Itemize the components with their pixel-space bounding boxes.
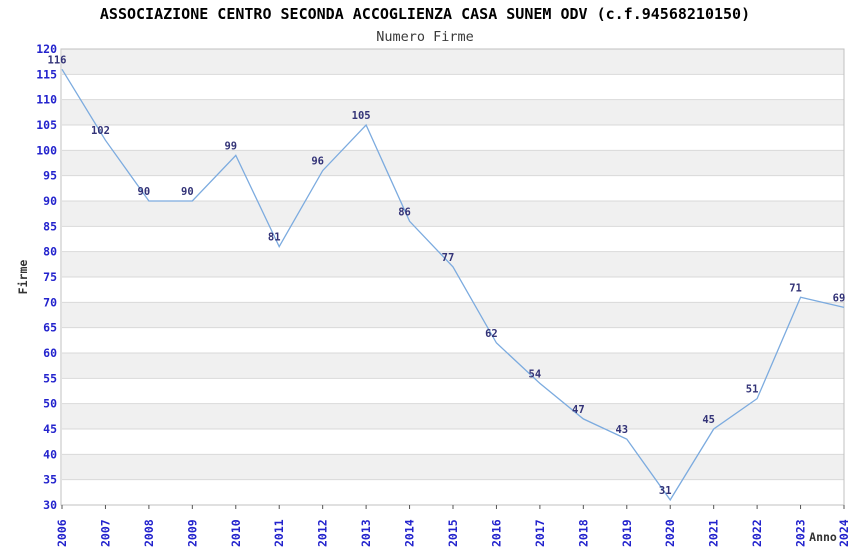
data-point-label: 69 — [833, 292, 846, 304]
data-point-label: 90 — [181, 186, 194, 198]
y-tick-label: 115 — [36, 67, 57, 81]
x-tick-label: 2012 — [316, 519, 330, 547]
background-band — [62, 251, 844, 277]
x-tick-label: 2023 — [794, 519, 808, 547]
background-band — [62, 378, 844, 404]
y-tick-label: 80 — [43, 245, 57, 259]
y-tick-label: 40 — [43, 447, 57, 461]
data-point-label: 102 — [91, 125, 110, 137]
data-point-label: 77 — [442, 252, 455, 264]
axis-tick-marks — [61, 505, 845, 509]
y-tick-label: 95 — [43, 169, 57, 183]
chart-title: ASSOCIAZIONE CENTRO SECONDA ACCOGLIENZA … — [100, 5, 750, 23]
y-tick-label: 105 — [36, 118, 57, 132]
data-point-label: 90 — [138, 186, 151, 198]
x-tick-label: 2013 — [359, 519, 373, 547]
data-point-label: 43 — [615, 424, 628, 436]
y-tick-label: 50 — [43, 397, 57, 411]
background-band — [62, 99, 844, 125]
data-point-label: 51 — [746, 384, 759, 396]
background-band — [62, 125, 844, 151]
data-point-label: 54 — [529, 368, 542, 380]
x-tick-label: 2017 — [533, 519, 547, 547]
y-axis-tick-labels: 30 35 40 45 50 55 60 65 70 75 80 85 90 95 100 105 110 115… — [36, 42, 57, 512]
x-tick-label: 2010 — [229, 519, 243, 547]
chart-subtitle: Numero Firme — [376, 29, 474, 45]
y-tick-label: 90 — [43, 194, 57, 208]
data-point-label: 105 — [352, 110, 371, 122]
plot-background-bands — [62, 49, 844, 505]
x-tick-label: 2015 — [446, 519, 460, 547]
x-tick-label: 2014 — [403, 519, 417, 547]
background-band — [62, 479, 844, 505]
x-tick-label: 2020 — [663, 519, 677, 547]
data-point-label: 86 — [398, 206, 411, 218]
background-band — [62, 175, 844, 201]
background-band — [62, 327, 844, 353]
x-tick-label: 2019 — [620, 519, 634, 547]
x-tick-label: 2024 — [837, 519, 850, 547]
data-point-label: 31 — [659, 485, 672, 497]
background-band — [62, 277, 844, 303]
x-tick-label: 2006 — [55, 519, 69, 547]
data-point-labels: 116 102 90 90 99 81 96 105 86 77 62 54 47 43 31 45 51 71 6… — [48, 54, 846, 497]
line-series-numero-firme — [61, 68, 845, 502]
y-tick-label: 45 — [43, 422, 57, 436]
x-tick-label: 2008 — [142, 519, 156, 547]
y-tick-label: 110 — [36, 93, 57, 107]
background-band — [62, 226, 844, 252]
background-band — [62, 150, 844, 176]
data-point-label: 71 — [789, 282, 802, 294]
x-tick-label: 2009 — [185, 519, 199, 547]
y-tick-label: 70 — [43, 295, 57, 309]
x-tick-label: 2007 — [98, 519, 112, 547]
y-tick-label: 60 — [43, 346, 57, 360]
x-tick-label: 2018 — [576, 519, 590, 547]
y-tick-label: 120 — [36, 42, 57, 56]
x-axis-tick-labels: 2006 2007 2008 2009 2010 2011 2012 2013 2014 2015… — [55, 519, 850, 547]
background-band — [62, 201, 844, 227]
background-band — [62, 302, 844, 328]
y-tick-label: 65 — [43, 321, 57, 335]
x-tick-label: 2021 — [707, 519, 721, 547]
y-tick-label: 55 — [43, 371, 57, 385]
y-tick-label: 100 — [36, 143, 57, 157]
y-tick-label: 75 — [43, 270, 57, 284]
data-point-label: 99 — [224, 140, 237, 152]
data-point-label: 45 — [702, 414, 715, 426]
y-tick-label: 85 — [43, 219, 57, 233]
y-tick-label: 35 — [43, 473, 57, 487]
x-axis-title: Anno — [809, 530, 837, 544]
background-band — [62, 429, 844, 455]
data-point-label: 81 — [268, 232, 281, 244]
x-tick-label: 2016 — [489, 519, 503, 547]
y-tick-label: 30 — [43, 498, 57, 512]
y-axis-title: Firme — [16, 260, 30, 295]
data-point-label: 96 — [311, 156, 324, 168]
background-band — [62, 49, 844, 75]
background-band — [62, 353, 844, 379]
background-band — [62, 74, 844, 100]
x-tick-label: 2022 — [750, 519, 764, 547]
background-band — [62, 454, 844, 480]
data-point-label: 116 — [48, 54, 67, 66]
data-point-label: 62 — [485, 328, 498, 340]
gridlines — [62, 73, 844, 481]
background-band — [62, 403, 844, 429]
data-point-label: 47 — [572, 404, 585, 416]
x-tick-label: 2011 — [272, 519, 286, 547]
